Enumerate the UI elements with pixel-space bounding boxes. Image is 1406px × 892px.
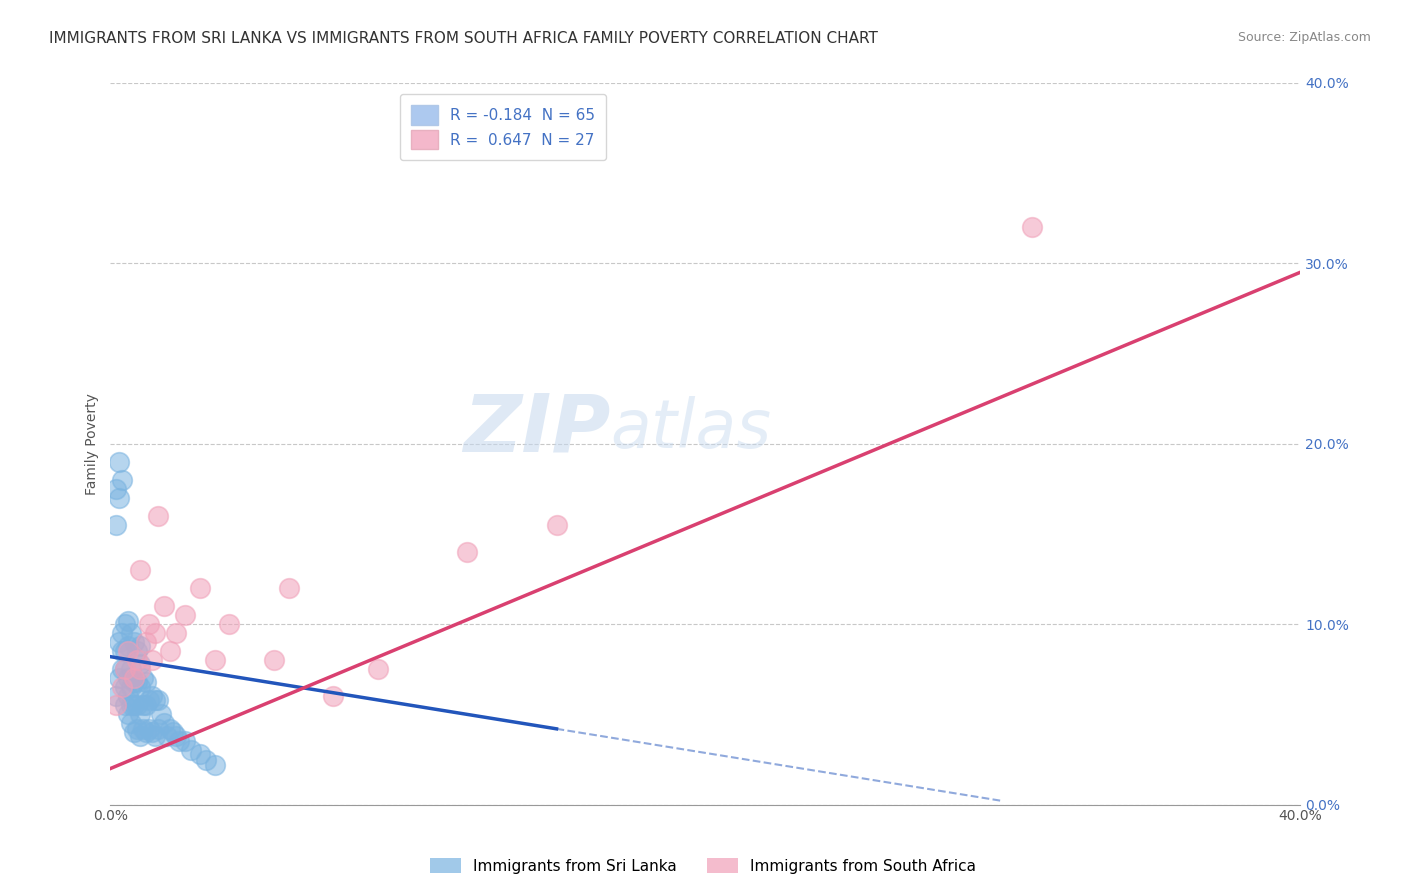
Point (141, 690, 163, 704)
Point (114, 644, 136, 658)
Point (111, 681, 134, 695)
Point (117, 707, 139, 722)
Point (114, 617, 136, 632)
Point (108, 671, 131, 685)
Point (111, 626, 134, 640)
Point (188, 747, 211, 761)
Legend: R = -0.184  N = 65, R =  0.647  N = 27: R = -0.184 N = 65, R = 0.647 N = 27 (399, 95, 606, 161)
Point (165, 729, 187, 743)
Point (456, 545, 478, 559)
Point (111, 644, 134, 658)
Point (1021, 220, 1043, 235)
Point (129, 681, 152, 695)
Point (120, 662, 142, 676)
Point (138, 693, 160, 707)
Point (105, 518, 128, 533)
Point (127, 653, 149, 667)
Point (135, 725, 157, 739)
Point (127, 644, 149, 658)
Point (173, 608, 195, 623)
Point (129, 639, 152, 653)
Point (132, 698, 155, 713)
Text: atlas: atlas (610, 396, 772, 462)
Point (159, 644, 181, 658)
Point (277, 581, 299, 595)
Point (141, 653, 163, 667)
Text: ZIP: ZIP (463, 391, 610, 468)
Point (188, 581, 211, 595)
Point (114, 698, 136, 713)
Point (122, 674, 145, 689)
Point (129, 729, 152, 743)
Legend: Immigrants from Sri Lanka, Immigrants from South Africa: Immigrants from Sri Lanka, Immigrants fr… (425, 852, 981, 880)
Point (162, 725, 184, 739)
Point (167, 734, 190, 748)
Point (138, 617, 160, 632)
Point (546, 518, 568, 533)
Point (122, 635, 145, 649)
Point (146, 693, 169, 707)
Point (204, 758, 226, 772)
Point (129, 563, 152, 577)
Point (143, 693, 166, 707)
Point (117, 690, 139, 704)
Text: Source: ZipAtlas.com: Source: ZipAtlas.com (1237, 31, 1371, 45)
Point (129, 707, 152, 722)
Point (156, 729, 179, 743)
Point (117, 671, 139, 685)
Point (120, 626, 142, 640)
Point (146, 722, 169, 736)
Point (108, 635, 131, 649)
Point (218, 617, 240, 632)
Point (153, 716, 176, 731)
Point (127, 698, 149, 713)
Point (138, 722, 160, 736)
Point (117, 639, 139, 653)
Point (204, 653, 226, 667)
Point (114, 662, 136, 676)
Point (129, 657, 152, 671)
Point (159, 722, 181, 736)
Point (117, 644, 139, 658)
Point (146, 508, 169, 523)
Point (127, 722, 149, 736)
Point (105, 690, 128, 704)
Point (135, 698, 157, 713)
Point (194, 752, 217, 766)
Point (111, 473, 134, 487)
Point (105, 482, 128, 496)
Point (143, 729, 166, 743)
Point (117, 614, 139, 628)
Point (132, 671, 155, 685)
Point (129, 662, 152, 676)
Point (120, 716, 142, 731)
Point (108, 491, 131, 505)
Point (135, 635, 157, 649)
Point (122, 698, 145, 713)
Point (122, 671, 145, 685)
Point (143, 626, 166, 640)
Point (367, 662, 389, 676)
Point (149, 707, 172, 722)
Point (122, 725, 145, 739)
Point (127, 674, 149, 689)
Point (173, 734, 195, 748)
Point (141, 725, 163, 739)
Point (135, 674, 157, 689)
Point (114, 681, 136, 695)
Point (132, 722, 155, 736)
Point (120, 681, 142, 695)
Point (165, 626, 187, 640)
Text: IMMIGRANTS FROM SRI LANKA VS IMMIGRANTS FROM SOUTH AFRICA FAMILY POVERTY CORRELA: IMMIGRANTS FROM SRI LANKA VS IMMIGRANTS … (49, 31, 879, 46)
Point (120, 698, 142, 713)
Y-axis label: Family Poverty: Family Poverty (86, 392, 100, 495)
Point (322, 690, 344, 704)
Point (153, 599, 176, 614)
Point (111, 662, 134, 676)
Point (180, 743, 202, 757)
Point (114, 662, 136, 676)
Point (105, 698, 128, 713)
Point (263, 653, 285, 667)
Point (108, 455, 131, 469)
